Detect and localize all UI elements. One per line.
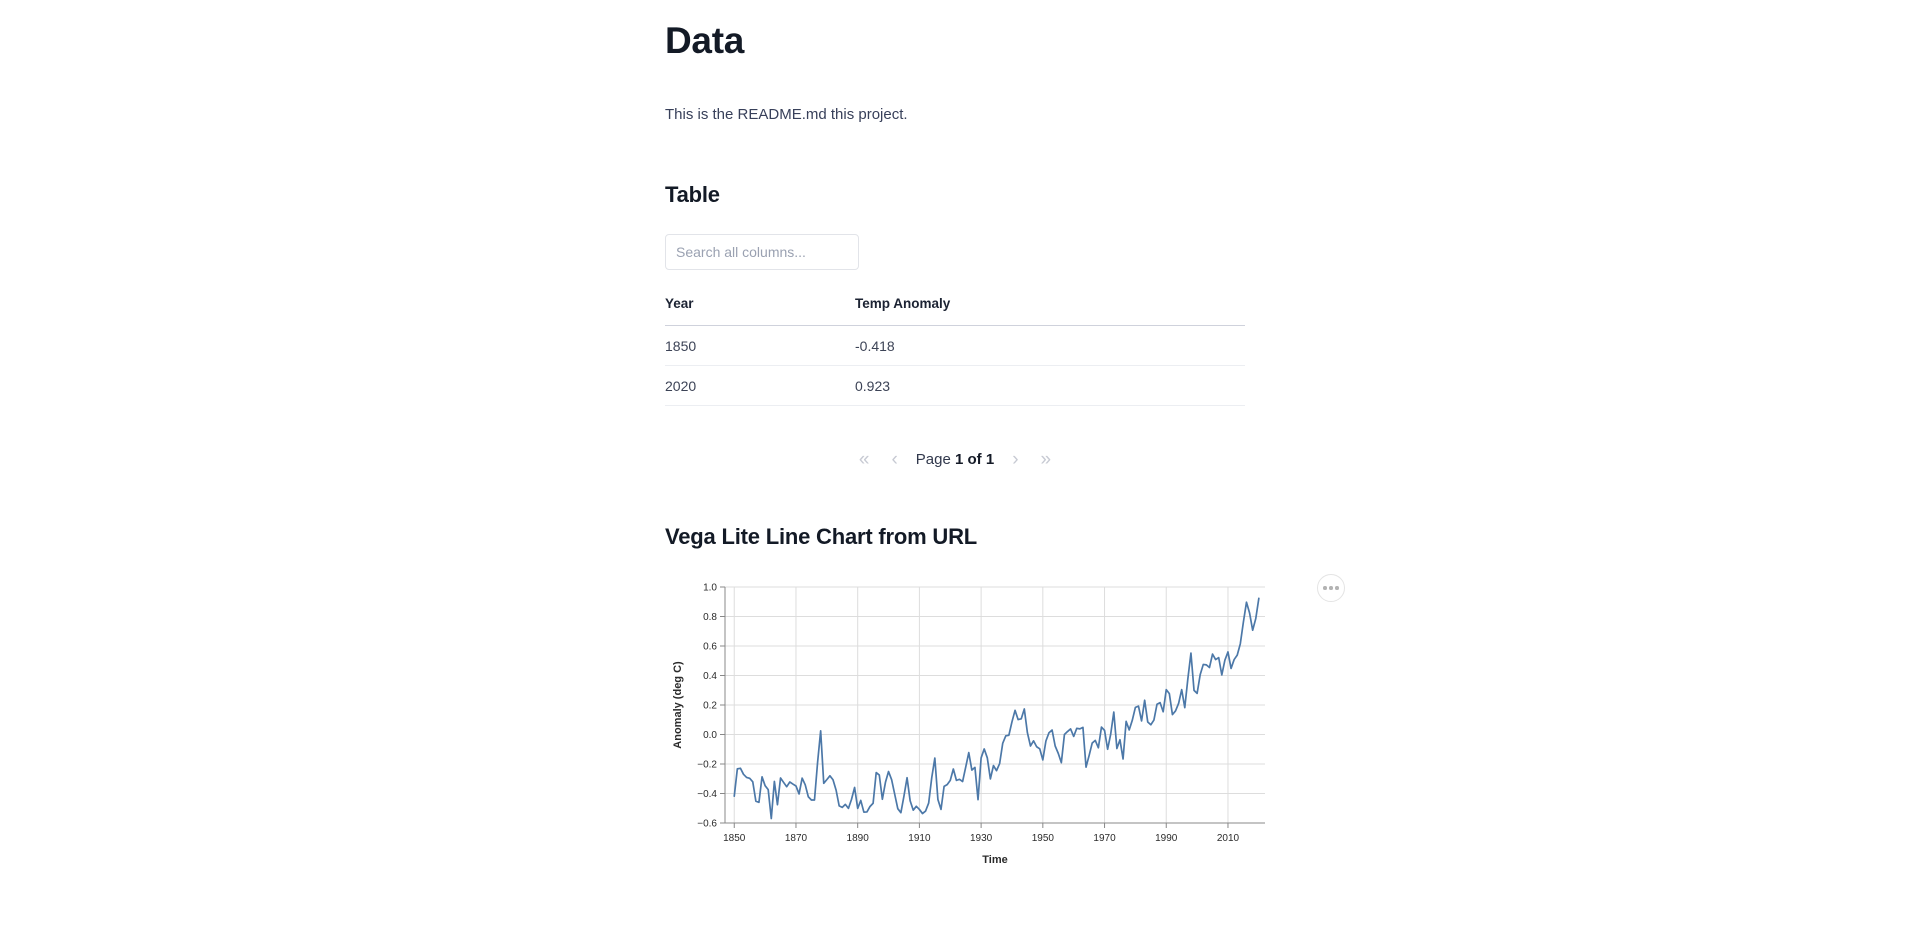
- svg-text:0.2: 0.2: [703, 701, 717, 712]
- page-title: Data: [665, 20, 744, 61]
- svg-text:1910: 1910: [908, 833, 931, 844]
- svg-text:1930: 1930: [970, 833, 993, 844]
- svg-text:1890: 1890: [847, 833, 870, 844]
- svg-text:1990: 1990: [1155, 833, 1178, 844]
- svg-text:1850: 1850: [723, 833, 746, 844]
- first-page-icon[interactable]: «: [855, 448, 874, 471]
- intro-paragraph: This is the README.md this project.: [665, 106, 908, 123]
- last-page-icon[interactable]: »: [1037, 448, 1056, 471]
- column-header-year[interactable]: Year: [665, 296, 855, 326]
- column-header-temp-anomaly[interactable]: Temp Anomaly: [855, 296, 1245, 326]
- table-header-row: Year Temp Anomaly: [665, 296, 1245, 326]
- svg-text:1870: 1870: [785, 833, 808, 844]
- table-row: 2020 0.923: [665, 365, 1245, 406]
- svg-text:1950: 1950: [1032, 833, 1055, 844]
- chart-section-heading: Vega Lite Line Chart from URL: [665, 524, 978, 549]
- search-input[interactable]: [665, 234, 859, 270]
- svg-text:−0.4: −0.4: [697, 789, 717, 800]
- line-chart: −0.6 −0.4 −0.2 0.0 0.2 0.4 0.6 0.8 1.0 1850 1870 18…: [672, 583, 1265, 866]
- vega-chart-container: −0.6 −0.4 −0.2 0.0 0.2 0.4 0.6 0.8 1.0 1850 1870 18…: [665, 565, 1345, 885]
- prev-page-icon[interactable]: ‹: [887, 448, 901, 471]
- vega-actions-menu-icon[interactable]: [1317, 574, 1345, 602]
- svg-text:Time: Time: [982, 854, 1007, 866]
- cell-temp-anomaly: 0.923: [855, 365, 1245, 406]
- data-table: Year Temp Anomaly 1850 -0.418 2020 0.923: [665, 296, 1245, 406]
- page-indicator: Page 1 of 1: [916, 451, 994, 468]
- svg-text:1.0: 1.0: [703, 583, 717, 594]
- svg-text:−0.2: −0.2: [697, 760, 717, 771]
- cell-year: 2020: [665, 365, 855, 406]
- current-page-number: 1: [955, 451, 964, 468]
- table-row: 1850 -0.418: [665, 325, 1245, 366]
- page-label-prefix: Page: [915, 451, 955, 468]
- ellipsis-icon: [1323, 586, 1339, 590]
- svg-text:0.4: 0.4: [703, 671, 717, 682]
- svg-text:−0.6: −0.6: [697, 819, 717, 830]
- table-section-heading: Table: [665, 182, 720, 207]
- cell-year: 1850: [665, 325, 855, 366]
- page-of-text: of: [963, 451, 986, 468]
- svg-text:Anomaly (deg C): Anomaly (deg C): [672, 661, 684, 749]
- svg-text:0.0: 0.0: [703, 730, 717, 741]
- cell-temp-anomaly: -0.418: [855, 325, 1245, 366]
- svg-text:0.6: 0.6: [703, 642, 717, 653]
- total-page-number: 1: [985, 451, 995, 468]
- pagination: « ‹ Page 1 of 1 › »: [665, 448, 1245, 471]
- svg-text:1970: 1970: [1093, 833, 1116, 844]
- svg-text:2010: 2010: [1217, 833, 1240, 844]
- next-page-icon[interactable]: ›: [1008, 448, 1022, 471]
- svg-text:0.8: 0.8: [703, 612, 717, 623]
